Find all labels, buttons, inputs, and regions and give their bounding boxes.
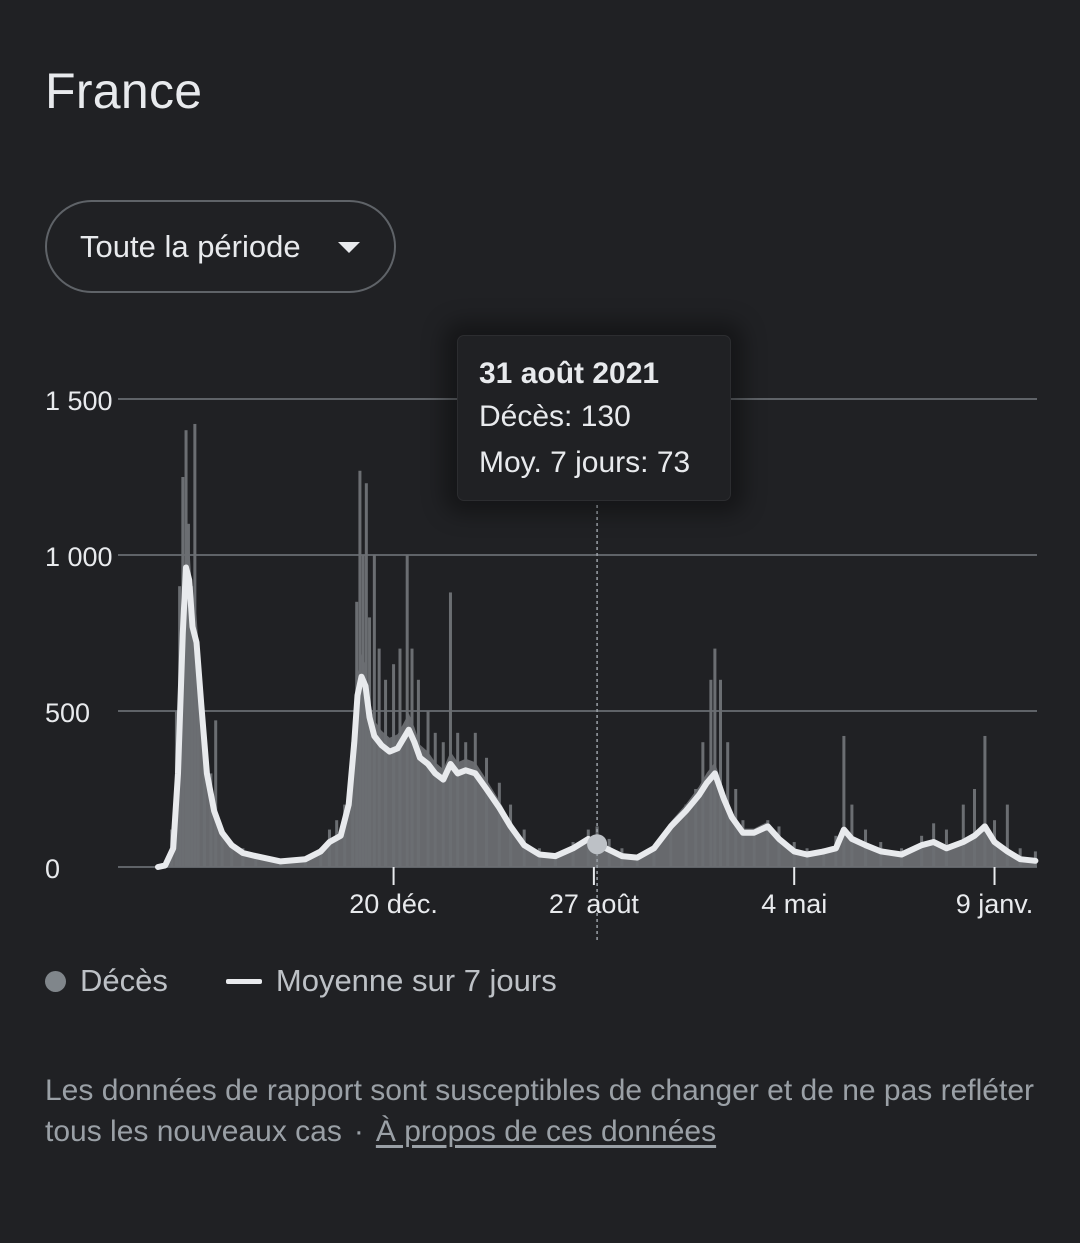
data-disclaimer: Les données de rapport sont susceptibles… (45, 1070, 1035, 1152)
disclaimer-text: Les données de rapport sont susceptibles… (45, 1074, 1034, 1148)
period-dropdown[interactable]: Toute la période (45, 200, 396, 293)
y-tick-label: 0 (45, 854, 60, 884)
deaths-bar (842, 735, 846, 867)
tooltip-average: Moy. 7 jours: 73 (479, 446, 691, 479)
x-tick-label: 27 août (549, 889, 640, 919)
hover-cursor (587, 505, 608, 940)
deaths-area (158, 531, 1036, 867)
chart-tooltip: 31 août 2021 Décès: 130 Moy. 7 jours: 73 (458, 336, 730, 500)
deaths-bar (1005, 804, 1009, 867)
deaths-bar (718, 679, 722, 867)
deaths-bar (372, 555, 376, 867)
about-data-link[interactable]: À propos de ces données (375, 1115, 717, 1148)
deaths-bar (448, 592, 452, 867)
legend-deaths-label: Décès (80, 963, 168, 998)
deaths-bar (961, 804, 965, 867)
y-tick-label: 1 000 (45, 542, 113, 572)
deaths-chart[interactable]: 0 500 1 000 1 500 20 déc. 27 août 4 mai 9 janv… (0, 320, 1080, 950)
x-axis-labels: 20 déc. 27 août 4 mai 9 janv. (349, 867, 1033, 919)
deaths-bar (983, 735, 987, 867)
average-legend-line-icon (225, 978, 262, 984)
page-title: France (45, 63, 203, 119)
y-tick-label: 1 500 (45, 386, 113, 416)
y-tick-label: 500 (45, 698, 90, 728)
average-line (155, 564, 1039, 870)
cursor-point (587, 834, 608, 855)
disclaimer-separator: · (353, 1115, 364, 1148)
tooltip-deaths: Décès: 130 (479, 400, 631, 433)
deaths-bar (214, 720, 218, 867)
deaths-bar (405, 555, 409, 867)
deaths-bar (713, 648, 717, 867)
deaths-bar (973, 789, 977, 867)
deaths-legend-dot-icon (45, 970, 66, 992)
x-tick-label: 20 déc. (349, 889, 438, 919)
tooltip-date: 31 août 2021 (479, 357, 660, 390)
period-dropdown-label: Toute la période (80, 228, 301, 264)
chevron-down-icon (338, 242, 360, 253)
seven-day-average-line (155, 564, 1039, 870)
chart-legend: Décès Moyenne sur 7 jours (45, 963, 557, 999)
x-tick-label: 4 mai (761, 889, 827, 919)
y-axis-labels: 0 500 1 000 1 500 (45, 386, 113, 884)
x-tick-label: 9 janv. (956, 889, 1034, 919)
legend-average-label: Moyenne sur 7 jours (275, 963, 557, 998)
